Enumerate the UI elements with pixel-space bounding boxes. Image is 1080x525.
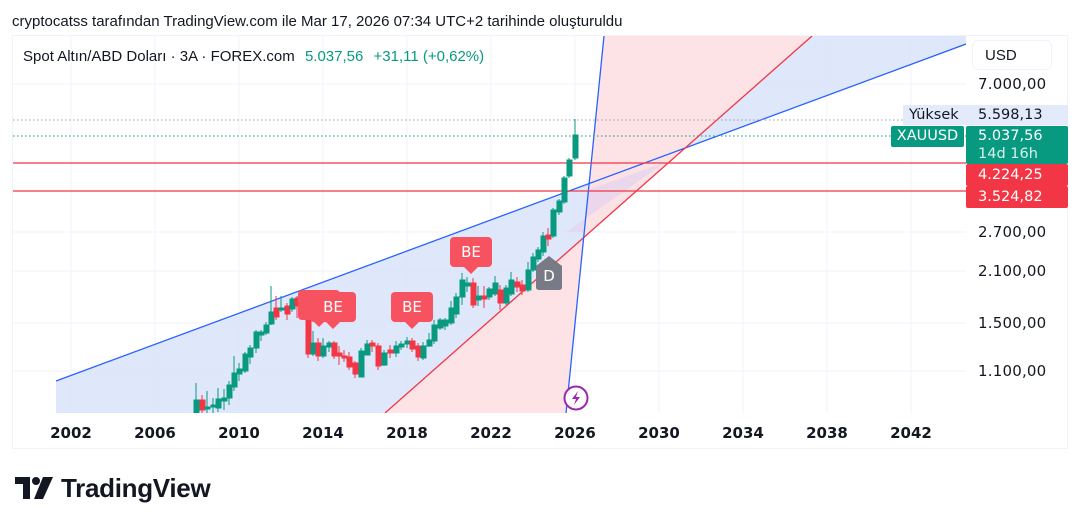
price-label: 1.100,00 xyxy=(978,362,1047,380)
time-label: 2042 xyxy=(890,424,932,442)
price-label: 7.000,00 xyxy=(978,75,1047,93)
symbol-tag: XAUUSD xyxy=(891,126,964,147)
time-label: 2026 xyxy=(554,424,596,442)
legend-change: +31,11 (+0,62%) xyxy=(373,48,485,65)
last-price-value: 5.037,56 xyxy=(978,128,1043,144)
lightning-icon[interactable] xyxy=(563,385,589,411)
high-tag-label: Yüksek xyxy=(903,105,966,125)
time-label: 2010 xyxy=(218,424,260,442)
upper-trendline[interactable] xyxy=(55,43,966,382)
be-marker[interactable]: BE xyxy=(310,292,356,329)
last-price-tag: 5.037,56 14d 16h xyxy=(966,126,1068,164)
currency-button[interactable]: USD xyxy=(972,40,1052,70)
tradingview-logo-icon xyxy=(15,477,53,499)
price-label: 2.100,00 xyxy=(978,262,1047,280)
time-label: 2022 xyxy=(470,424,512,442)
time-label: 2034 xyxy=(722,424,764,442)
candles xyxy=(193,119,579,413)
high-tag-value: 5.598,13 xyxy=(966,105,1068,125)
overlap-fill xyxy=(566,162,666,232)
chart-legend[interactable]: Spot Altın/ABD Doları · 3A · FOREX.com 5… xyxy=(23,48,484,65)
time-label: 2030 xyxy=(638,424,680,442)
price-label: 2.700,00 xyxy=(978,223,1047,241)
price-label: 1.500,00 xyxy=(978,314,1047,332)
level-tag[interactable]: 4.224,25 xyxy=(966,164,1068,186)
bar-countdown: 14d 16h xyxy=(978,146,1038,162)
level-tag[interactable]: 3.524,82 xyxy=(966,186,1068,208)
steep-trendline[interactable] xyxy=(565,36,605,413)
tradingview-logo[interactable]: TradingView xyxy=(15,472,211,503)
chart-caption: cryptocatss tarafından TradingView.com i… xyxy=(12,13,623,30)
dividend-marker[interactable]: D xyxy=(532,254,566,290)
time-label: 2006 xyxy=(134,424,176,442)
time-label: 2038 xyxy=(806,424,848,442)
blue-channel-fill xyxy=(56,36,966,413)
time-label: 2002 xyxy=(50,424,92,442)
be-marker[interactable]: BE xyxy=(391,292,433,329)
symbol-title[interactable]: Spot Altın/ABD Doları · 3A · FOREX.com xyxy=(23,48,295,65)
legend-price: 5.037,56 xyxy=(304,48,364,65)
time-label: 2014 xyxy=(302,424,344,442)
time-label: 2018 xyxy=(386,424,428,442)
dividend-badge-shape xyxy=(536,256,562,290)
be-marker[interactable]: BE xyxy=(450,237,492,274)
red-trendline[interactable] xyxy=(384,36,813,413)
tradingview-wordmark: TradingView xyxy=(61,472,211,503)
